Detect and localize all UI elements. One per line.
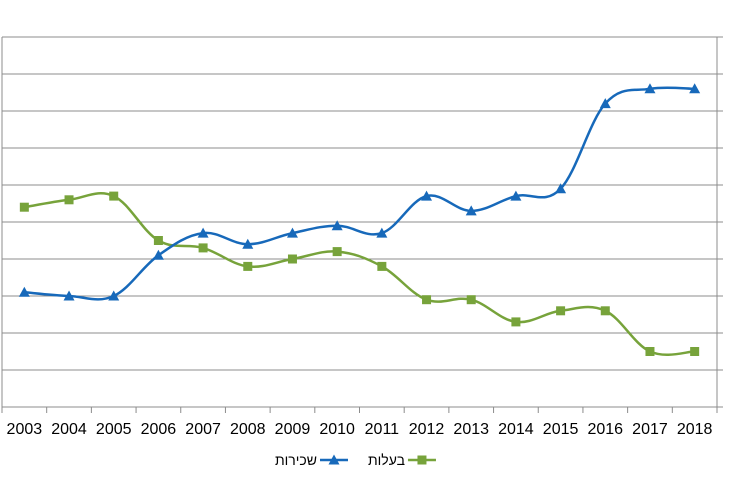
x-tick-label: 2003 [7, 421, 43, 438]
series-1 [19, 191, 700, 356]
x-tick-label: 2017 [632, 421, 668, 438]
x-tick-label: 2008 [230, 421, 266, 438]
data-point [690, 347, 700, 356]
data-point [198, 243, 208, 253]
axes [1, 36, 723, 413]
data-point [556, 306, 566, 316]
x-tick-labels: 2003 2004 2005 2006 2007 2008 2009 2010 2011 2012… [7, 421, 713, 438]
data-point [242, 238, 254, 249]
x-tick-label: 2015 [543, 421, 579, 438]
data-point [331, 220, 343, 231]
x-tick-label: 2009 [275, 421, 311, 438]
data-point [63, 290, 75, 301]
data-point [153, 236, 163, 245]
data-point [64, 195, 74, 205]
x-tick-label: 2004 [51, 421, 87, 438]
data-point [286, 227, 298, 238]
data-point [600, 306, 610, 316]
legend: שכירות בעלות [275, 452, 436, 468]
x-tick-label: 2013 [453, 421, 489, 438]
data-point [645, 347, 655, 356]
data-point [555, 183, 567, 194]
x-tick-label: 2006 [141, 421, 177, 438]
data-point [599, 98, 611, 109]
series-line [24, 86, 695, 301]
data-point [511, 317, 521, 327]
legend-label: בעלות [368, 452, 405, 468]
x-tick-label: 2007 [185, 421, 221, 438]
x-tick-label: 2011 [365, 421, 400, 438]
data-point [18, 286, 30, 297]
gridlines [2, 36, 717, 408]
data-point [510, 190, 522, 201]
data-point [465, 205, 477, 216]
x-tick-label: 2016 [587, 421, 623, 438]
series-line [24, 192, 695, 356]
data-point [109, 191, 119, 201]
series-2 [18, 83, 701, 301]
data-point [466, 295, 476, 305]
data-point [689, 83, 701, 94]
data-point [243, 261, 253, 271]
legend-label: שכירות [275, 452, 317, 468]
data-point [152, 249, 164, 260]
legend-swatch-marker [328, 454, 340, 465]
data-point [422, 295, 432, 305]
x-tick-label: 2014 [498, 421, 534, 438]
data-point [108, 290, 120, 301]
data-point [421, 190, 433, 201]
data-point [19, 202, 29, 212]
data-point [376, 227, 388, 238]
x-tick-label: 2018 [677, 421, 713, 438]
data-point [377, 261, 387, 271]
series-lines [18, 83, 701, 356]
legend-item-2: שכירות [275, 452, 348, 468]
legend-item-1: בעלות [368, 452, 436, 468]
x-tick-label: 2010 [319, 421, 355, 438]
data-point [197, 227, 209, 238]
data-point [332, 247, 342, 257]
legend-swatch-marker [417, 455, 427, 465]
x-tick-label: 2005 [96, 421, 132, 438]
x-tick-label: 2012 [409, 421, 445, 438]
data-point [287, 254, 297, 264]
data-point [644, 83, 656, 94]
